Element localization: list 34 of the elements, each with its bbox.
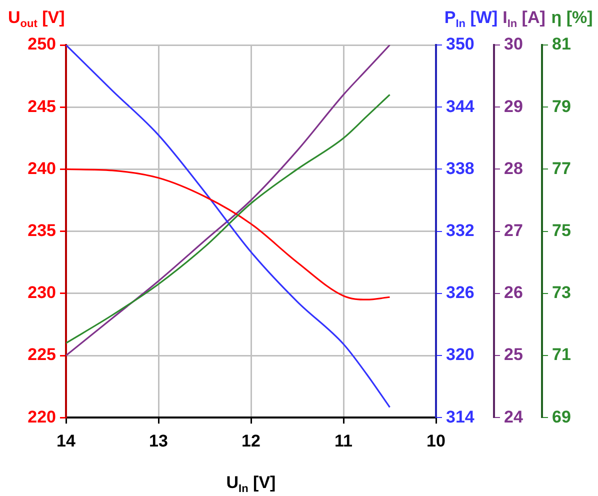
y-tick-label: 220 — [28, 407, 56, 426]
y3-tick-label: 27 — [504, 220, 523, 240]
y-tick-label: 73 — [552, 283, 571, 302]
y-axis-title: η [%] — [551, 8, 593, 27]
y-tick-label: 81 — [552, 34, 571, 54]
y3-tick-label: 25 — [504, 345, 523, 364]
y-tick-label: 77 — [552, 158, 571, 178]
x-tick-label: 12 — [242, 431, 260, 450]
y-tick-label: 79 — [552, 96, 571, 116]
y-tick-label: 230 — [28, 283, 56, 302]
y3-tick-label: 26 — [504, 283, 523, 302]
y2-tick-label: 350 — [446, 34, 474, 54]
y-tick-label: 225 — [28, 345, 56, 364]
y-tick-label: 75 — [552, 220, 571, 240]
x-tick-label: 11 — [334, 431, 352, 450]
y2-tick-label: 344 — [446, 96, 475, 116]
y-tick-label: 245 — [28, 96, 56, 116]
y3-tick-label: 28 — [504, 158, 523, 178]
y-tick-label: 240 — [28, 158, 56, 178]
x-tick-label: 14 — [56, 431, 76, 450]
x-tick-label: 10 — [426, 431, 446, 450]
y3-tick-label: 29 — [504, 96, 523, 116]
y3-tick-label: 30 — [504, 34, 523, 54]
y-tick-label: 250 — [28, 34, 56, 54]
y2-tick-label: 338 — [446, 158, 474, 178]
y2-tick-label: 326 — [446, 283, 474, 302]
y2-tick-label: 332 — [446, 220, 474, 240]
y3-tick-label: 24 — [504, 407, 524, 426]
y-tick-label: 235 — [28, 220, 56, 240]
y-tick-label: 69 — [552, 407, 571, 426]
y2-tick-label: 320 — [446, 345, 474, 364]
y-tick-label: 71 — [552, 345, 571, 364]
y2-tick-label: 314 — [446, 407, 475, 426]
x-tick-label: 13 — [149, 431, 168, 450]
